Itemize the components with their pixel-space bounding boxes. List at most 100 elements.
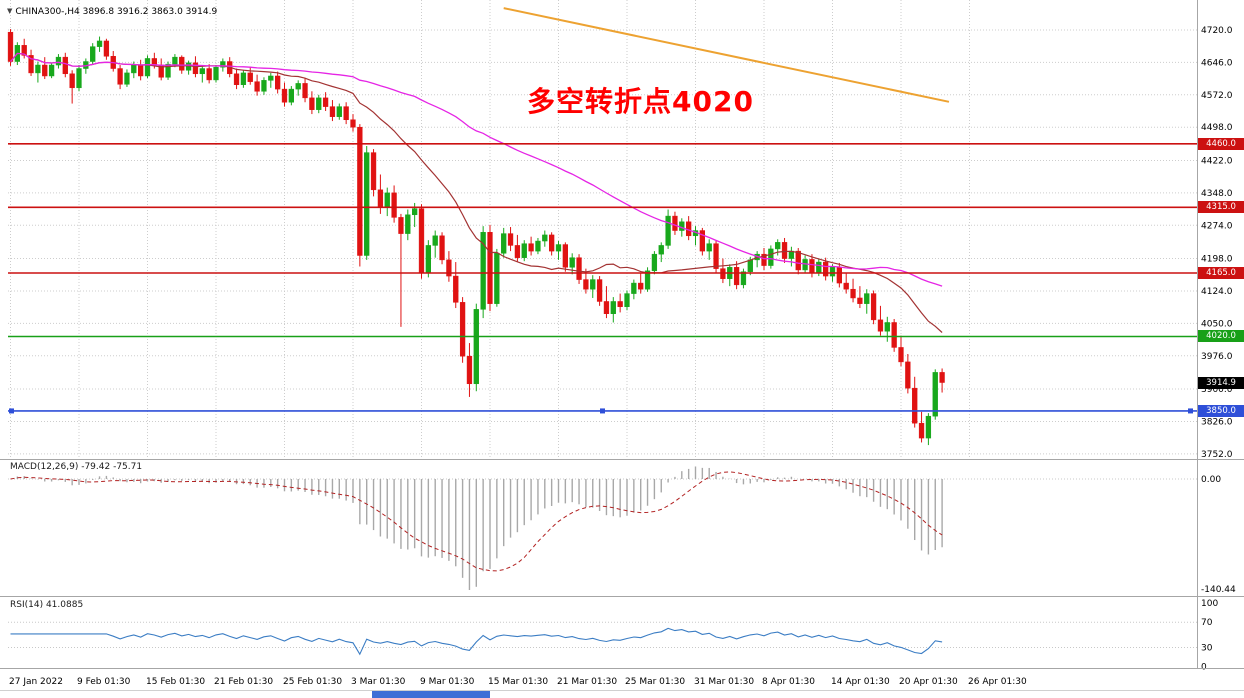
candle-body [69, 73, 75, 89]
candle-body [459, 302, 466, 357]
candle-body [138, 64, 144, 77]
candle-body [549, 234, 555, 252]
drawn-objects-layer[interactable] [503, 7, 950, 103]
candle-body [672, 215, 678, 231]
time-axis-label: 8 Apr 01:30 [762, 677, 815, 687]
macd-indicator-label: MACD(12,26,9) -79.42 -75.71 [10, 462, 143, 472]
candle-body [932, 372, 938, 417]
candle-body [857, 297, 863, 304]
candle-body [329, 106, 336, 117]
candle-body [261, 80, 267, 92]
candle-body [583, 279, 589, 290]
candle-body [357, 126, 363, 256]
candle-body [453, 275, 459, 303]
candle-body [302, 83, 308, 99]
candle-body [884, 322, 890, 332]
candle-body [836, 267, 843, 284]
candle-body [795, 250, 801, 271]
candle-body [603, 301, 610, 314]
rsi-line [10, 627, 943, 656]
candle-body [576, 257, 582, 280]
price-level-badge: 4020.0 [1198, 330, 1244, 342]
price-scale-label: 3976.0 [1201, 352, 1233, 362]
candle-body [322, 97, 329, 107]
macd-signal-line [10, 471, 943, 572]
candle-body [55, 56, 62, 66]
candle-body [185, 62, 192, 71]
candle-body [288, 88, 295, 103]
candle-body [775, 242, 781, 250]
candle-body [295, 83, 301, 90]
chart-annotation-text[interactable]: 多空转折点4020 [527, 85, 754, 118]
candle-body [213, 66, 219, 81]
candle-body [870, 293, 877, 321]
candle-body [528, 243, 534, 252]
candle-body [350, 119, 356, 128]
level-lines-layer[interactable] [8, 143, 1197, 414]
time-axis-label: 25 Mar 01:30 [625, 677, 686, 687]
candle-body [521, 243, 527, 258]
trend-line[interactable] [503, 7, 950, 103]
candle-body [816, 261, 822, 274]
candle-body [638, 282, 644, 290]
candle-body [891, 322, 897, 348]
candle-body [487, 232, 493, 304]
ma-slow-line [10, 52, 943, 287]
candle-body [96, 40, 103, 47]
candle-body [384, 192, 390, 208]
time-axis-label: 15 Mar 01:30 [488, 677, 549, 687]
candle-body [658, 245, 664, 255]
candle-body [247, 72, 253, 82]
candle-body [809, 259, 815, 274]
price-scale-label: 3826.0 [1201, 417, 1233, 427]
candle-body [864, 293, 870, 304]
candle-body [877, 319, 884, 332]
candle-body [316, 97, 322, 110]
candle-body [446, 259, 452, 277]
candle-body [829, 267, 836, 277]
price-level-badge: 4165.0 [1198, 267, 1244, 279]
candle-body [117, 68, 123, 85]
grid-layer [8, 0, 1197, 458]
candle-body [898, 347, 904, 363]
rsi-scale-label: 0 [1201, 663, 1207, 673]
price-scale-label: 4348.0 [1201, 189, 1233, 199]
candle-body [343, 106, 349, 121]
candle-body [192, 62, 199, 75]
time-axis-label: 21 Feb 01:30 [214, 677, 274, 687]
candle-body [494, 253, 500, 304]
price-level-badge: 3850.0 [1198, 405, 1244, 417]
candles-layer [7, 29, 945, 446]
candle-body [912, 387, 918, 424]
candle-body [788, 250, 795, 259]
macd-scale-label: -140.44 [1201, 585, 1236, 595]
candle-body [569, 257, 575, 268]
candle-body [699, 230, 706, 252]
symbol-header: ▼ CHINA300-,H4 3896.8 3916.2 3863.0 3914.… [7, 7, 217, 17]
line-handle[interactable] [9, 408, 14, 414]
candle-body [843, 282, 849, 290]
candle-body [466, 355, 473, 385]
candle-body [144, 58, 151, 77]
candle-body [432, 235, 438, 246]
candle-body [925, 415, 932, 439]
candle-body [42, 64, 48, 77]
line-handle[interactable] [600, 408, 605, 414]
candle-body [651, 253, 658, 272]
candle-body [418, 208, 425, 274]
candle-body [679, 221, 685, 231]
line-handle[interactable] [1188, 408, 1193, 414]
collapse-arrow-icon[interactable]: ▼ [7, 7, 13, 15]
candle-body [425, 245, 432, 274]
rsi-indicator-label: RSI(14) 41.0885 [10, 600, 84, 610]
candle-body [747, 259, 753, 272]
candle-body [665, 215, 671, 246]
price-scale-label: 4050.0 [1201, 319, 1233, 329]
rsi-panel: 100 70 30 0 [8, 599, 1218, 673]
price-scale-label: 3752.0 [1201, 450, 1233, 460]
candle-body [28, 55, 34, 74]
price-level-badge: 4315.0 [1198, 201, 1244, 213]
candle-body [165, 63, 171, 78]
